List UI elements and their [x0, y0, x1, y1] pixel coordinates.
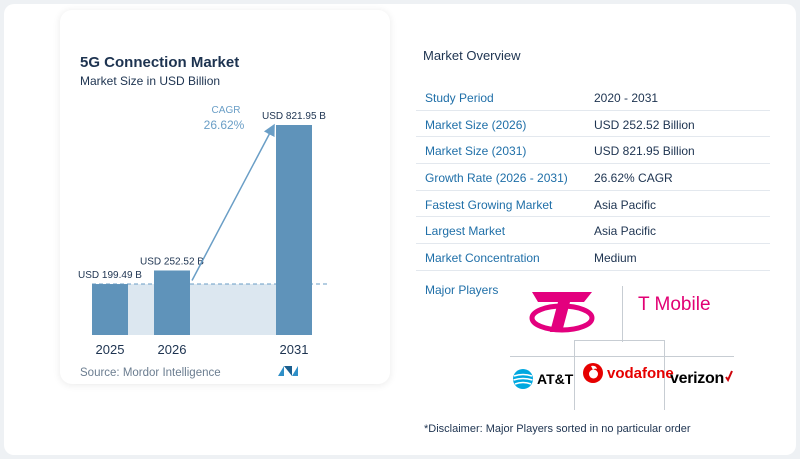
- vodafone-speechmark-icon: [583, 363, 603, 383]
- overview-row-label: Growth Rate (2026 - 2031): [425, 171, 568, 186]
- att-globe-icon: [513, 369, 533, 389]
- logo-divider: [574, 340, 665, 341]
- disclaimer-text: *Disclaimer: Major Players sorted in no …: [424, 423, 691, 435]
- bar-2031: [276, 125, 312, 335]
- overview-row-value: 26.62% CAGR: [594, 171, 673, 186]
- shaded-area: [92, 284, 312, 335]
- chart-card: 5G Connection Market Market Size in USD …: [60, 10, 390, 384]
- bar-chart: USD 199.49 B 2025 USD 252.52 B 2026 USD 821.…: [78, 105, 328, 376]
- overview-table: Study Period 2020 - 2031 Market Size (2026…: [416, 84, 770, 271]
- logo-divider: [664, 340, 665, 410]
- overview-row: Market Concentration Medium: [416, 244, 770, 271]
- mordor-logo-icon: [278, 366, 298, 376]
- overview-row-label: Market Concentration: [425, 251, 540, 266]
- chart-title: 5G Connection Market: [80, 54, 240, 71]
- x-tick-label: 2025: [96, 342, 125, 357]
- overview-row-label: Largest Market: [425, 224, 506, 239]
- telstra-logo: [529, 292, 595, 333]
- tmobile-logo: T Mobile: [638, 294, 711, 316]
- overview-row-label: Fastest Growing Market: [425, 197, 553, 212]
- overview-row-label: Market Size (2026): [425, 117, 527, 132]
- logo-divider: [574, 340, 575, 410]
- vodafone-wordmark: vodafone: [607, 364, 674, 382]
- logo-divider: [622, 286, 623, 342]
- bar-value-label: USD 199.49 B: [78, 270, 142, 281]
- bar-2026: [154, 270, 190, 335]
- verizon-check-icon: [725, 370, 733, 382]
- overview-row-value: USD 821.95 Billion: [594, 144, 695, 159]
- bar-value-label: USD 252.52 B: [140, 256, 204, 267]
- overview-row: Fastest Growing Market Asia Pacific: [416, 191, 770, 218]
- overview-row: Market Size (2026) USD 252.52 Billion: [416, 111, 770, 138]
- att-logo: AT&T: [512, 368, 573, 390]
- x-tick-label: 2031: [280, 342, 309, 357]
- overview-row-label: Study Period: [425, 91, 494, 105]
- logo-divider: [510, 356, 734, 357]
- overview-row-value: Asia Pacific: [594, 197, 657, 212]
- source-text: Source: Mordor Intelligence: [80, 367, 221, 379]
- overview-row-value: Medium: [594, 251, 637, 266]
- overview-row: Growth Rate (2026 - 2031) 26.62% CAGR: [416, 164, 770, 191]
- chart-subtitle: Market Size in USD Billion: [80, 74, 221, 88]
- verizon-logo: verizon: [670, 370, 733, 388]
- overview-row-value: 2020 - 2031: [594, 91, 659, 105]
- overview-row: Study Period 2020 - 2031: [416, 84, 770, 111]
- vodafone-logo: vodafone: [582, 362, 674, 384]
- overview-row: Largest Market Asia Pacific: [416, 217, 770, 245]
- overview-title: Market Overview: [423, 48, 521, 63]
- overview-row-value: Asia Pacific: [594, 224, 657, 239]
- cagr-value: 26.62%: [204, 118, 245, 132]
- att-wordmark: AT&T: [537, 371, 574, 387]
- verizon-wordmark: verizon: [670, 370, 724, 387]
- player-logos: T Mobile AT&T vodafone verizon: [510, 282, 734, 412]
- overview-row: Market Size (2031) USD 821.95 Billion: [416, 137, 770, 165]
- overview-row-label: Market Size (2031): [425, 144, 527, 159]
- bar-2025: [92, 284, 128, 335]
- tmobile-wordmark: T Mobile: [638, 294, 711, 315]
- cagr-arrow: [191, 123, 275, 281]
- major-players-label: Major Players: [425, 283, 499, 297]
- x-tick-label: 2026: [158, 342, 187, 357]
- overview-row-value: USD 252.52 Billion: [594, 117, 695, 132]
- bar-value-label: USD 821.95 B: [262, 111, 326, 122]
- cagr-label: CAGR: [212, 105, 241, 116]
